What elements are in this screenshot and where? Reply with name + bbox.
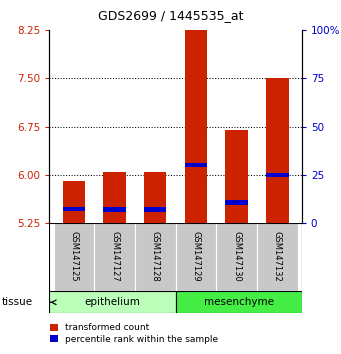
- Bar: [216, 223, 257, 292]
- Bar: [176, 291, 302, 313]
- Bar: [266, 173, 288, 177]
- Bar: [185, 163, 207, 167]
- Bar: [103, 172, 126, 223]
- Bar: [144, 207, 166, 212]
- Text: GSM147129: GSM147129: [191, 231, 201, 281]
- Text: GSM147130: GSM147130: [232, 231, 241, 281]
- Text: GSM147125: GSM147125: [69, 231, 78, 281]
- Bar: [49, 291, 176, 313]
- Bar: [176, 223, 216, 292]
- Bar: [144, 172, 166, 223]
- Bar: [63, 181, 85, 223]
- Bar: [103, 207, 126, 212]
- Bar: [94, 223, 135, 292]
- Bar: [185, 6, 207, 223]
- Bar: [54, 223, 94, 292]
- Bar: [257, 223, 298, 292]
- Text: epithelium: epithelium: [85, 297, 140, 307]
- Bar: [225, 130, 248, 223]
- Bar: [225, 200, 248, 205]
- Legend: transformed count, percentile rank within the sample: transformed count, percentile rank withi…: [47, 320, 222, 348]
- Text: GSM147132: GSM147132: [273, 231, 282, 281]
- Text: GSM147127: GSM147127: [110, 231, 119, 281]
- Bar: [266, 78, 288, 223]
- Bar: [63, 207, 85, 211]
- Text: GSM147128: GSM147128: [151, 231, 160, 281]
- Text: GDS2699 / 1445535_at: GDS2699 / 1445535_at: [98, 9, 243, 22]
- Text: mesenchyme: mesenchyme: [204, 297, 274, 307]
- Text: tissue: tissue: [2, 297, 33, 307]
- Bar: [135, 223, 176, 292]
